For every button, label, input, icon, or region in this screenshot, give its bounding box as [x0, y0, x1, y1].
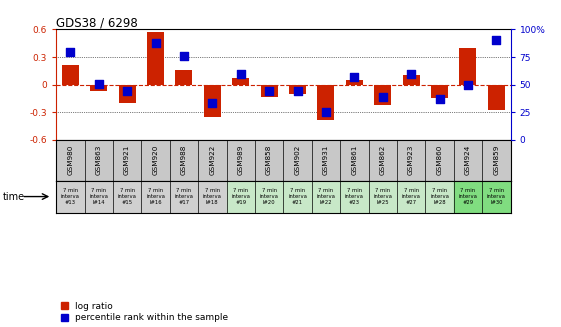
- Point: [321, 110, 330, 115]
- Text: GSM923: GSM923: [408, 145, 414, 175]
- Bar: [227, 181, 255, 213]
- Text: 7 min
interva
#13: 7 min interva #13: [61, 188, 80, 205]
- Text: GSM863: GSM863: [96, 145, 102, 175]
- Point: [265, 89, 274, 94]
- Text: GSM920: GSM920: [153, 145, 159, 175]
- Text: GSM860: GSM860: [436, 145, 443, 175]
- Bar: [403, 76, 420, 85]
- Text: 7 min
interva
l#20: 7 min interva l#20: [260, 188, 279, 205]
- Point: [94, 81, 103, 86]
- Bar: [431, 85, 448, 98]
- Point: [350, 74, 359, 79]
- Text: 7 min
interva
l#25: 7 min interva l#25: [373, 188, 392, 205]
- Bar: [374, 85, 391, 105]
- Text: 7 min
interva
l#22: 7 min interva l#22: [316, 188, 335, 205]
- Text: 7 min
interva
#29: 7 min interva #29: [458, 188, 477, 205]
- Bar: [118, 85, 136, 103]
- Text: GSM989: GSM989: [238, 145, 243, 175]
- Point: [236, 71, 245, 76]
- Bar: [113, 181, 141, 213]
- Text: GSM921: GSM921: [124, 145, 130, 175]
- Bar: [488, 85, 505, 111]
- Text: GSM924: GSM924: [465, 145, 471, 175]
- Bar: [340, 181, 369, 213]
- Point: [123, 89, 132, 94]
- Text: 7 min
interva
#17: 7 min interva #17: [174, 188, 194, 205]
- Point: [492, 38, 501, 43]
- Text: GSM859: GSM859: [493, 145, 499, 175]
- Bar: [62, 65, 79, 85]
- Point: [180, 53, 188, 59]
- Text: GSM988: GSM988: [181, 145, 187, 175]
- Bar: [289, 85, 306, 94]
- Bar: [318, 85, 334, 120]
- Point: [293, 89, 302, 94]
- Bar: [176, 70, 192, 85]
- Bar: [425, 181, 454, 213]
- Bar: [312, 181, 340, 213]
- Bar: [169, 181, 198, 213]
- Bar: [482, 181, 511, 213]
- Point: [407, 71, 416, 76]
- Point: [435, 96, 444, 102]
- Legend: log ratio, percentile rank within the sample: log ratio, percentile rank within the sa…: [61, 302, 228, 322]
- Text: 7 min
interva
#27: 7 min interva #27: [402, 188, 421, 205]
- Point: [66, 49, 75, 54]
- Text: 7 min
interva
l#30: 7 min interva l#30: [487, 188, 506, 205]
- Text: GSM902: GSM902: [295, 145, 301, 175]
- Bar: [141, 181, 169, 213]
- Bar: [56, 181, 85, 213]
- Bar: [147, 32, 164, 85]
- Text: 7 min
interva
#23: 7 min interva #23: [345, 188, 364, 205]
- Text: GSM862: GSM862: [380, 145, 386, 175]
- Text: GSM980: GSM980: [67, 145, 73, 175]
- Bar: [454, 181, 482, 213]
- Text: GSM861: GSM861: [351, 145, 357, 175]
- Bar: [369, 181, 397, 213]
- Bar: [232, 78, 249, 85]
- Text: 7 min
interva
l#14: 7 min interva l#14: [89, 188, 108, 205]
- Text: GSM922: GSM922: [209, 145, 215, 175]
- Bar: [459, 48, 476, 85]
- Bar: [204, 85, 221, 117]
- Text: time: time: [3, 192, 25, 201]
- Point: [208, 101, 217, 106]
- Bar: [283, 181, 312, 213]
- Bar: [90, 85, 107, 91]
- Text: 7 min
interva
#21: 7 min interva #21: [288, 188, 307, 205]
- Bar: [260, 85, 278, 96]
- Point: [378, 94, 387, 99]
- Text: GSM931: GSM931: [323, 145, 329, 175]
- Bar: [255, 181, 283, 213]
- Text: GSM858: GSM858: [266, 145, 272, 175]
- Text: 7 min
interva
l#16: 7 min interva l#16: [146, 188, 165, 205]
- Text: 7 min
interva
#15: 7 min interva #15: [118, 188, 136, 205]
- Point: [151, 40, 160, 45]
- Bar: [397, 181, 425, 213]
- Bar: [346, 80, 363, 85]
- Text: 7 min
interva
l#28: 7 min interva l#28: [430, 188, 449, 205]
- Text: 7 min
interva
#19: 7 min interva #19: [231, 188, 250, 205]
- Text: 7 min
interva
l#18: 7 min interva l#18: [203, 188, 222, 205]
- Bar: [198, 181, 227, 213]
- Point: [463, 82, 472, 87]
- Bar: [85, 181, 113, 213]
- Text: GDS38 / 6298: GDS38 / 6298: [56, 16, 138, 29]
